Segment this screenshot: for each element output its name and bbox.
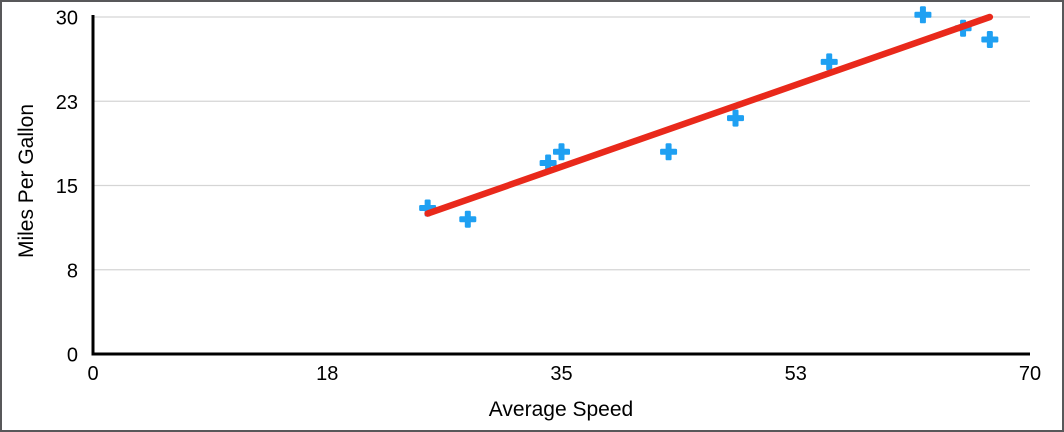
scatter-point bbox=[727, 109, 745, 127]
x-tick-label: 70 bbox=[1019, 363, 1041, 385]
scatter-point bbox=[539, 154, 557, 172]
y-tick-label: 8 bbox=[67, 260, 78, 282]
gridlines bbox=[93, 16, 1030, 271]
x-tick-label: 35 bbox=[550, 363, 572, 385]
scatter-point bbox=[981, 30, 999, 48]
y-tick-label: 0 bbox=[67, 345, 78, 367]
axes bbox=[91, 15, 1030, 356]
x-tick-label: 53 bbox=[785, 363, 807, 385]
x-axis-tick-labels: 0 18 35 53 70 bbox=[87, 363, 1041, 385]
scatter-point bbox=[459, 210, 477, 228]
y-tick-label: 30 bbox=[56, 8, 78, 30]
scatter-point bbox=[553, 143, 570, 161]
y-tick-label: 15 bbox=[56, 176, 78, 198]
x-tick-label: 0 bbox=[87, 363, 98, 385]
trendline bbox=[424, 13, 994, 217]
y-axis-title: Miles Per Gallon bbox=[15, 104, 38, 258]
x-tick-label: 18 bbox=[316, 363, 338, 385]
scatter-point bbox=[914, 6, 932, 24]
y-tick-label: 23 bbox=[56, 92, 78, 114]
x-axis-title: Average Speed bbox=[489, 398, 633, 421]
scatter-point bbox=[660, 143, 678, 161]
trendline-layer bbox=[424, 13, 994, 217]
scatter-points bbox=[419, 6, 999, 228]
y-axis-tick-labels: 0 8 15 23 30 bbox=[56, 8, 78, 367]
scatter-point bbox=[820, 53, 838, 71]
